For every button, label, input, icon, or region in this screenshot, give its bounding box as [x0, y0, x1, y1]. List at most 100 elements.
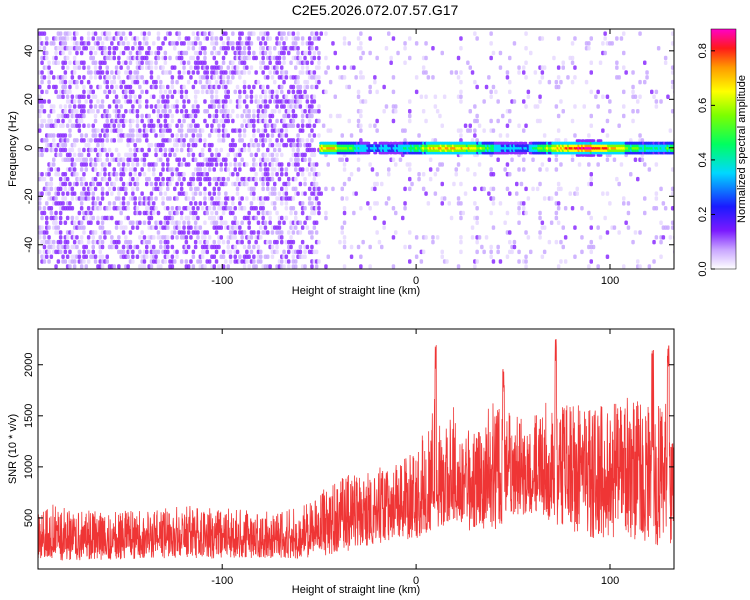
heatmap-cell: [112, 89, 116, 95]
heatmap-cell: [82, 172, 86, 177]
heatmap-cell: [38, 94, 42, 99]
heatmap-cell: [541, 269, 545, 274]
heatmap-cell: [179, 123, 184, 128]
heatmap-cell: [145, 249, 149, 255]
heatmap-cell: [112, 264, 116, 269]
heatmap-cell: [300, 70, 305, 75]
heatmap-cell: [247, 55, 251, 61]
heatmap-cell: [270, 162, 275, 167]
heatmap-cell: [256, 142, 261, 148]
heatmap-cell: [214, 113, 219, 119]
heatmap-cell: [282, 269, 286, 274]
heatmap-cell: [114, 46, 119, 51]
heatmap-cell: [147, 31, 151, 36]
heatmap-cell: [366, 201, 370, 206]
heatmap-cell: [296, 50, 300, 56]
heatmap-cell: [112, 186, 116, 192]
heatmap-cell: [210, 94, 214, 99]
heatmap-cell: [587, 162, 591, 167]
heatmap-cell: [280, 89, 284, 95]
heatmap-cell: [615, 65, 619, 70]
heatmap-cell: [93, 104, 98, 109]
y-tick-label: 500: [23, 509, 35, 527]
heatmap-cell: [110, 235, 114, 240]
heatmap-cell: [117, 152, 121, 158]
heatmap-cell: [396, 50, 400, 56]
heatmap-cell: [168, 123, 172, 128]
heatmap-cell: [179, 75, 184, 80]
heatmap-cell: [608, 109, 612, 114]
heatmap-cell: [86, 152, 91, 158]
heatmap-cell: [107, 104, 112, 109]
heatmap-cell: [63, 79, 68, 85]
heatmap-cell: [72, 259, 77, 264]
heatmap-cell: [247, 50, 251, 56]
heatmap-cell: [261, 70, 265, 75]
heatmap-cell: [103, 89, 107, 95]
heatmap-cell: [249, 41, 254, 46]
heatmap-cell: [117, 239, 121, 245]
heatmap-cell: [587, 210, 591, 216]
heatmap-cell: [210, 269, 214, 274]
heatmap-cell: [100, 142, 105, 148]
heatmap-cell: [382, 109, 386, 114]
heatmap-cell: [224, 157, 228, 162]
heatmap-cell: [249, 94, 254, 99]
heatmap-cell: [210, 142, 214, 148]
heatmap-cell: [245, 259, 249, 264]
signal-cell: [505, 151, 510, 155]
heatmap-cell: [522, 206, 526, 211]
heatmap-cell: [603, 31, 607, 36]
heatmap-cell: [368, 206, 372, 211]
heatmap-cell: [131, 220, 135, 225]
heatmap-cell: [540, 254, 545, 259]
heatmap-cell: [119, 220, 123, 225]
heatmap-cell: [254, 264, 258, 269]
heatmap-cell: [168, 196, 172, 201]
heatmap-cell: [470, 138, 475, 143]
heatmap-cell: [312, 123, 317, 128]
heatmap-cell: [459, 36, 463, 41]
heatmap-cell: [166, 113, 170, 119]
heatmap-cell: [175, 99, 179, 104]
heatmap-cell: [473, 31, 477, 36]
heatmap-cell: [159, 113, 163, 119]
heatmap-cell: [556, 201, 561, 206]
heatmap-cell: [47, 225, 51, 230]
heatmap-cell: [84, 254, 88, 259]
heatmap-cell: [622, 104, 626, 109]
heatmap-cell: [58, 235, 63, 240]
heatmap-cell: [284, 36, 289, 41]
heatmap-cell: [182, 99, 186, 104]
heatmap-cell: [121, 41, 126, 46]
heatmap-cell: [112, 123, 116, 128]
heatmap-cell: [138, 172, 142, 177]
heatmap-cell: [235, 176, 240, 182]
heatmap-cell: [307, 142, 312, 148]
heatmap-cell: [84, 167, 88, 172]
heatmap-cell: [273, 206, 277, 211]
heatmap-cell: [196, 104, 200, 109]
heatmap-cell: [212, 104, 216, 109]
heatmap-cell: [554, 210, 559, 216]
heatmap-cell: [91, 46, 95, 51]
heatmap-cell: [38, 84, 42, 90]
heatmap-cell: [84, 264, 88, 269]
heatmap-cell: [249, 138, 254, 143]
heatmap-cell: [280, 215, 284, 221]
heatmap-cell: [608, 201, 612, 206]
heatmap-cell: [164, 269, 168, 274]
heatmap-cell: [193, 128, 198, 133]
heatmap-cell: [305, 65, 310, 70]
heatmap-cell: [338, 239, 342, 245]
heatmap-cell: [93, 65, 98, 70]
heatmap-cell: [291, 206, 296, 211]
heatmap-cell: [212, 215, 216, 221]
heatmap-cell: [149, 104, 154, 109]
heatmap-cell: [177, 36, 182, 41]
heatmap-cell: [524, 230, 528, 235]
heatmap-cell: [105, 65, 109, 70]
heatmap-cell: [589, 239, 593, 245]
heatmap-cell: [193, 157, 198, 162]
